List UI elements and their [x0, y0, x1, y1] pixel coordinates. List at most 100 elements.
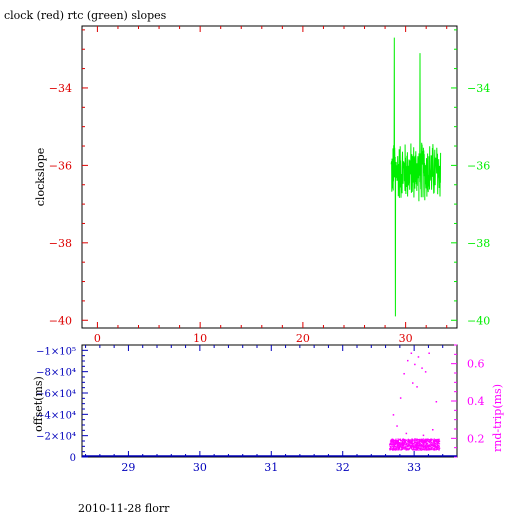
round-trip-point	[407, 444, 409, 447]
round-trip-point	[390, 448, 392, 450]
round-trip-point	[392, 438, 394, 440]
round-trip-point	[405, 449, 408, 451]
round-trip-point	[421, 438, 423, 441]
bottom-left-y-axis-label: offset(ms)	[32, 376, 45, 432]
round-trip-point	[434, 439, 436, 441]
round-trip-point	[418, 447, 420, 449]
round-trip-point	[427, 442, 429, 444]
round-trip-point	[393, 439, 395, 441]
round-trip-point	[425, 440, 427, 442]
round-trip-point	[416, 445, 418, 447]
round-trip-point	[433, 439, 435, 442]
round-trip-point	[402, 439, 404, 441]
round-trip-point	[413, 448, 415, 450]
round-trip-point	[406, 445, 408, 447]
round-trip-point	[400, 443, 402, 445]
round-trip-point	[401, 445, 403, 447]
round-trip-point	[422, 444, 424, 446]
round-trip-point	[407, 438, 409, 440]
round-trip-point	[425, 448, 427, 450]
round-trip-point	[437, 446, 439, 449]
round-trip-point	[405, 441, 407, 443]
round-trip-point	[410, 448, 413, 450]
round-trip-point	[403, 445, 405, 447]
round-trip-point	[398, 439, 400, 442]
round-trip-point	[406, 444, 408, 446]
round-trip-point	[419, 440, 421, 442]
round-trip-point	[413, 449, 415, 451]
round-trip-outlier-point	[410, 352, 413, 354]
round-trip-point	[432, 442, 434, 445]
round-trip-point	[406, 443, 408, 445]
bottom-x-tick-label: 30	[193, 461, 207, 474]
round-trip-point	[397, 445, 399, 447]
round-trip-outlier-point	[392, 414, 395, 416]
round-trip-point	[401, 442, 403, 444]
round-trip-point	[400, 449, 402, 451]
round-trip-point	[429, 445, 431, 447]
round-trip-point	[401, 448, 403, 450]
round-trip-point	[405, 446, 407, 449]
round-trip-point	[396, 442, 398, 444]
round-trip-point	[402, 447, 404, 449]
round-trip-point	[428, 445, 430, 447]
round-trip-point	[403, 448, 405, 450]
round-trip-point	[420, 444, 422, 446]
round-trip-point	[397, 449, 399, 451]
top-x-tick-label: 0	[94, 332, 101, 345]
round-trip-point	[403, 438, 405, 441]
round-trip-point	[401, 440, 403, 442]
round-trip-point	[424, 449, 426, 451]
round-trip-point	[411, 438, 413, 441]
round-trip-point	[409, 442, 411, 444]
round-trip-point	[426, 447, 428, 449]
round-trip-point	[410, 439, 412, 441]
round-trip-point	[417, 442, 419, 444]
round-trip-point	[405, 441, 407, 443]
round-trip-point	[404, 442, 406, 444]
round-trip-point	[417, 443, 419, 445]
round-trip-point	[431, 441, 433, 443]
round-trip-point	[394, 448, 396, 450]
round-trip-point	[389, 443, 391, 445]
round-trip-outlier-point	[399, 397, 402, 399]
round-trip-point	[436, 445, 438, 448]
round-trip-point	[435, 446, 437, 448]
round-trip-point	[390, 443, 392, 446]
round-trip-point	[418, 441, 420, 443]
round-trip-point	[408, 441, 410, 443]
round-trip-outlier-point	[416, 386, 418, 388]
round-trip-point	[434, 442, 436, 444]
round-trip-point	[391, 445, 393, 447]
round-trip-point	[419, 442, 421, 444]
round-trip-point	[416, 440, 418, 443]
round-trip-point	[409, 443, 411, 445]
round-trip-point	[400, 440, 402, 442]
round-trip-point	[412, 445, 414, 447]
round-trip-point	[426, 441, 428, 443]
round-trip-point	[432, 447, 434, 449]
round-trip-point	[432, 444, 434, 446]
round-trip-point	[435, 440, 437, 442]
round-trip-point	[416, 448, 418, 450]
round-trip-point	[415, 447, 417, 449]
round-trip-point	[393, 444, 395, 446]
bottom-y-tick-label-left: −2×10⁴	[36, 432, 76, 443]
round-trip-point	[420, 446, 422, 448]
round-trip-point	[411, 443, 414, 445]
round-trip-point	[399, 446, 401, 448]
round-trip-point	[419, 447, 421, 449]
bottom-y-tick-label-left: −8×10⁴	[36, 368, 76, 379]
round-trip-point	[417, 447, 419, 449]
round-trip-point	[433, 449, 436, 451]
round-trip-outlier-point	[412, 382, 414, 384]
round-trip-point	[391, 447, 393, 449]
bottom-x-tick-label: 33	[407, 461, 421, 474]
round-trip-point	[417, 449, 419, 451]
round-trip-point	[405, 448, 407, 450]
footer-label: 2010-11-28 florr	[78, 502, 170, 512]
round-trip-point	[399, 438, 401, 440]
round-trip-point	[424, 441, 426, 443]
round-trip-point	[436, 440, 438, 442]
round-trip-point	[423, 443, 425, 445]
